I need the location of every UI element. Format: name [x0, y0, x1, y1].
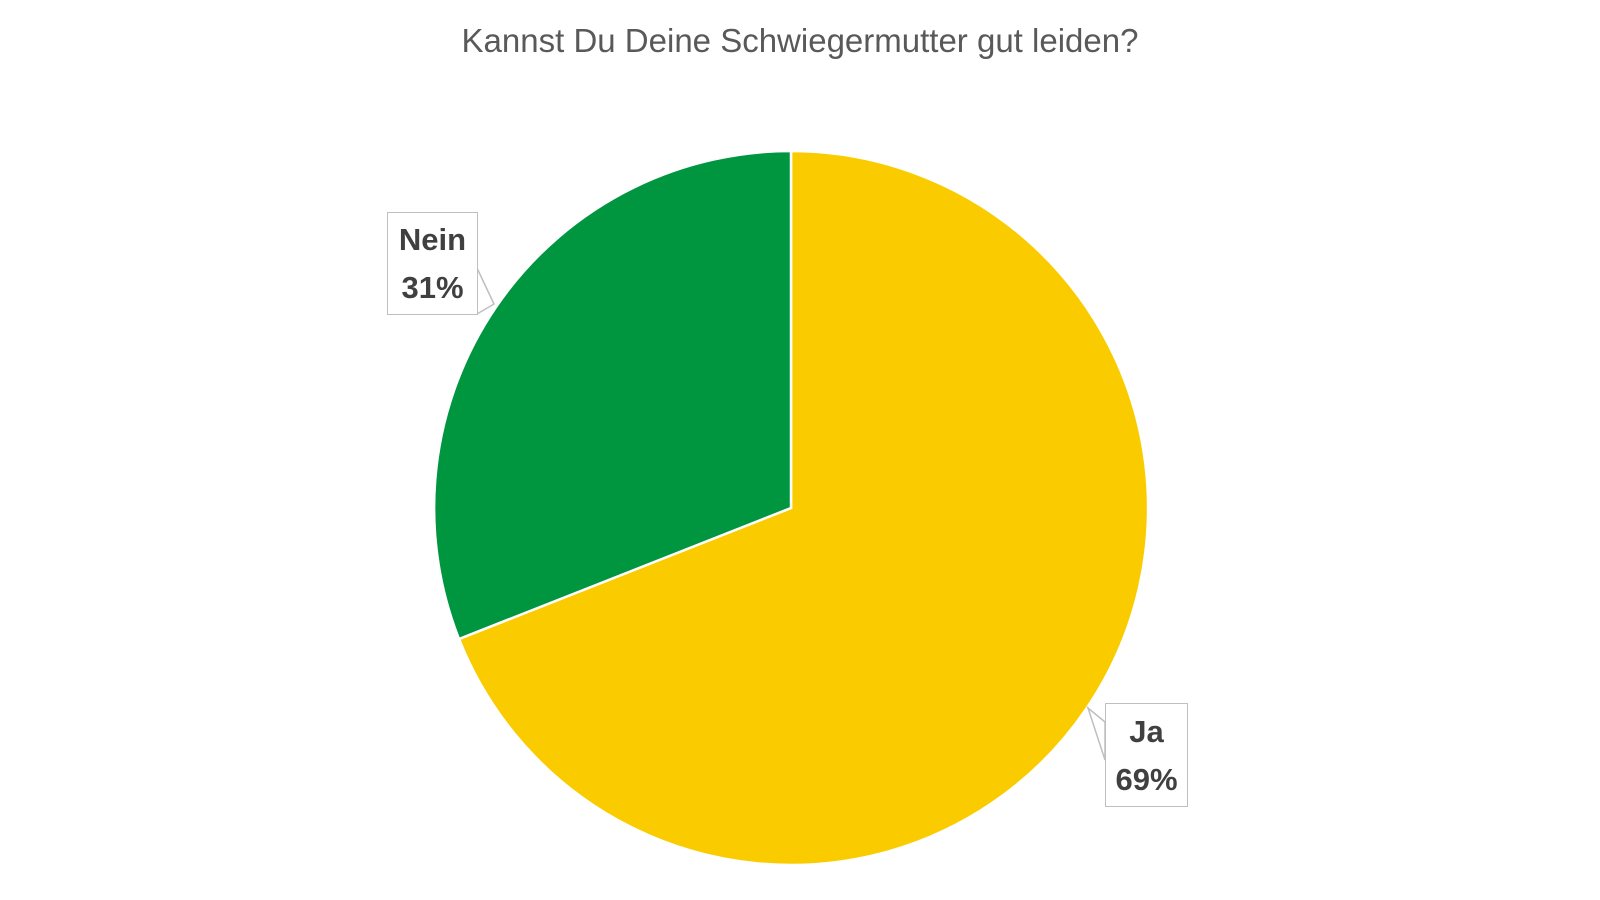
slice-nein — [432, 149, 793, 641]
data-label-nein: Nein 31% — [387, 212, 478, 315]
label-value: 69% — [1115, 762, 1178, 797]
chart-title: Kannst Du Deine Schwiegermutter gut leid… — [461, 22, 1139, 59]
label-value: 31% — [401, 270, 464, 305]
label-name: Nein — [398, 222, 467, 257]
data-label-ja: Ja 69% — [1105, 703, 1188, 807]
label-name: Ja — [1129, 714, 1164, 749]
slice-ja — [457, 149, 1150, 867]
